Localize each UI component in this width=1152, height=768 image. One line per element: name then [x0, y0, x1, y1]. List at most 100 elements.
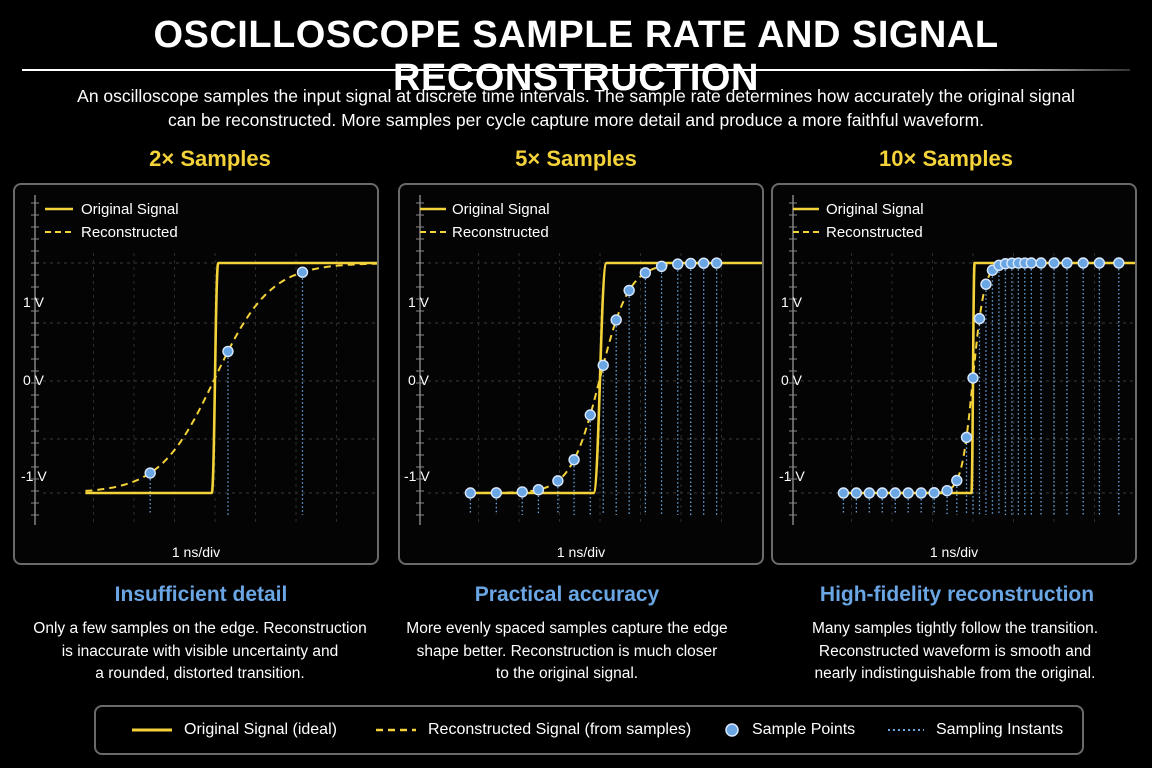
sample-point: [960, 431, 973, 444]
sample-point: [697, 257, 710, 269]
sample-point: [928, 487, 940, 499]
sample-point: [597, 359, 609, 371]
sample-point: [980, 278, 992, 290]
sample-point: [552, 475, 564, 487]
sample-point: [655, 260, 668, 273]
legend-item-points: Sample Points: [724, 707, 855, 753]
description-line: shape better. Reconstruction is much clo…: [416, 642, 718, 660]
grid: [31, 195, 377, 525]
sample-point: [1035, 257, 1047, 269]
scope-panel-2x: Original Signal Reconstructed 1 V 0 V -1…: [13, 183, 379, 565]
axis-label-high: 1 V: [23, 294, 45, 310]
sample-point: [850, 487, 863, 499]
sample-point: [685, 257, 697, 270]
page-title: OSCILLOSCOPE SAMPLE RATE AND SIGNAL RECO…: [153, 14, 999, 99]
verdict-2x: Insufficient detail: [114, 583, 288, 606]
axis-label-low: -1 V: [21, 468, 47, 484]
scope-screen-10x: Original Signal Reconstructed 1 V 0 V -1…: [779, 195, 1135, 560]
scope-panel-10x: Original Signal Reconstructed 1 V 0 V -1…: [771, 183, 1137, 565]
panel-5x-heading: 5× Samples: [515, 146, 637, 171]
scope-screen-5x: Original Signal Reconstructed 1 V 0 V -1…: [404, 195, 762, 560]
legend-reconstructed-text: Reconstructed Signal (from samples): [428, 721, 692, 738]
original-signal-trace: [470, 261, 762, 495]
axis-label-high: 1 V: [408, 294, 430, 310]
sample-points: [464, 257, 723, 499]
axis-label-low: -1 V: [779, 468, 805, 484]
sample-point: [915, 487, 927, 499]
axis-label-low: -1 V: [404, 468, 430, 484]
sample-point: [1061, 257, 1073, 269]
sample-point: [568, 454, 580, 466]
description-5x: More evenly spaced samples capture the e…: [377, 618, 757, 686]
description-line: nearly indistinguishable from the origin…: [814, 665, 1096, 682]
sample-point: [1025, 257, 1038, 269]
description-line: More evenly spaced samples capture the e…: [406, 620, 728, 637]
legend-original-label: Original Signal: [81, 201, 179, 218]
description-line: to the original signal.: [495, 665, 639, 682]
grid: [416, 195, 762, 525]
description-line: a rounded, distorted transition.: [95, 665, 305, 682]
sample-point: [951, 474, 963, 487]
description-line: Only a few samples on the edge. Reconstr…: [33, 620, 367, 637]
timebase-label: 1 ns/div: [172, 544, 220, 560]
sample-point: [516, 486, 528, 498]
sample-point: [144, 467, 156, 479]
legend-item-reconstructed: Reconstructed Signal (from samples): [376, 707, 691, 753]
sampling-instant-icon: [888, 729, 924, 731]
sample-point: [902, 487, 914, 499]
sample-point: [973, 312, 986, 325]
legend-reconstructed-label: Reconstructed: [826, 224, 923, 241]
sample-point: [1077, 257, 1089, 269]
sample-point: [837, 487, 850, 499]
timebase-label: 1 ns/div: [557, 544, 605, 560]
scope-screen-2x: Original Signal Reconstructed 1 V 0 V -1…: [21, 195, 377, 560]
description-2x: Only a few samples on the edge. Reconstr…: [10, 618, 390, 686]
description-line: Reconstructed waveform is smooth and: [818, 642, 1092, 660]
legend-instants-text: Sampling Instants: [936, 721, 1064, 738]
legend-original-text: Original Signal (ideal): [184, 721, 337, 738]
sample-points: [144, 266, 309, 479]
axis-label-high: 1 V: [781, 294, 803, 310]
sample-point: [876, 487, 888, 499]
description-10x: Many samples tightly follow the transiti…: [765, 618, 1145, 686]
title-divider: [22, 69, 1130, 71]
reconstructed-signal-trace: [85, 262, 377, 492]
legend-reconstructed-label: Reconstructed: [81, 224, 178, 241]
sample-point: [672, 258, 684, 270]
panel-2x-heading: 2× Samples: [149, 146, 271, 171]
description-line: Many samples tightly follow the transiti…: [811, 620, 1099, 637]
verdict-10x: High-fidelity reconstruction: [819, 583, 1095, 606]
sample-point: [967, 372, 979, 384]
grid: [789, 195, 1135, 525]
legend-box: Original Signal (ideal) Reconstructed Si…: [94, 705, 1084, 755]
legend-original-label: Original Signal: [452, 201, 550, 218]
sample-point: [464, 487, 477, 499]
sample-point: [710, 257, 723, 269]
axis-label-zero: 0 V: [23, 372, 45, 388]
sample-point: [1048, 257, 1060, 269]
legend-original-label: Original Signal: [826, 201, 924, 218]
sample-point: [610, 314, 622, 326]
sample-point: [639, 267, 652, 279]
original-signal-trace: [843, 261, 1135, 495]
timebase-label: 1 ns/div: [930, 544, 978, 560]
original-signal-trace: [85, 261, 377, 495]
sample-point: [941, 484, 953, 497]
sample-point: [1113, 257, 1125, 269]
sample-point: [863, 487, 876, 499]
legend-item-original: Original Signal (ideal): [132, 707, 337, 753]
legend-item-instants: Sampling Instants: [888, 707, 1063, 753]
sample-point: [490, 487, 503, 499]
panel-10x-heading: 10× Samples: [879, 146, 1013, 171]
legend-points-text: Sample Points: [752, 721, 856, 738]
axis-label-zero: 0 V: [781, 372, 803, 388]
sample-point: [1093, 257, 1106, 269]
description-line: is inaccurate with visible uncertainty a…: [61, 642, 339, 660]
sampling-instants: [469, 269, 718, 515]
sample-point: [532, 483, 545, 496]
scope-panel-5x: Original Signal Reconstructed 1 V 0 V -1…: [398, 183, 764, 565]
sampling-instants: [149, 278, 304, 515]
sample-points: [837, 257, 1125, 499]
axis-label-zero: 0 V: [408, 372, 430, 388]
sample-point: [584, 409, 596, 421]
